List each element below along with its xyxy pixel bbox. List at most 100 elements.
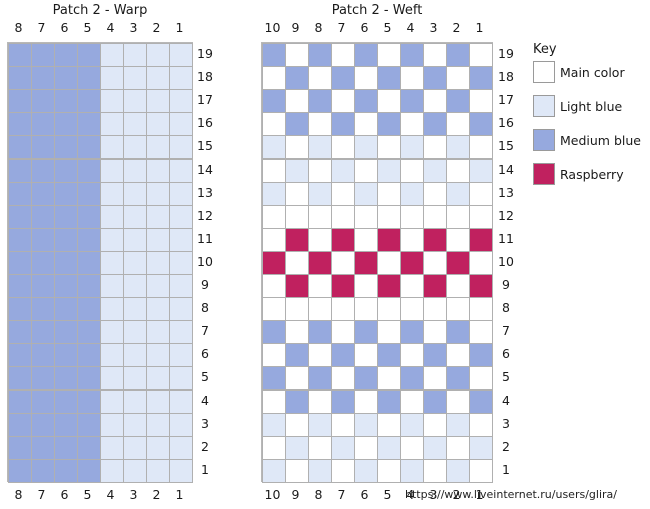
- warp-cell: [146, 458, 170, 483]
- warp-column-label-bottom: 2: [152, 487, 161, 502]
- warp-cell: [123, 274, 147, 299]
- warp-cell: [100, 458, 124, 483]
- key-swatch-raspberry: [533, 163, 555, 185]
- warp-cell: [77, 181, 101, 206]
- warp-cell: [77, 135, 101, 160]
- weft-cell: [469, 112, 493, 137]
- weft-cell: [308, 112, 332, 137]
- weft-cell: [446, 297, 470, 322]
- warp-cell: [77, 89, 101, 114]
- warp-row-label: 15: [197, 138, 213, 154]
- weft-grid: [261, 42, 493, 483]
- warp-cell: [146, 343, 170, 368]
- key-item-light-blue: Light blue: [533, 94, 622, 118]
- warp-cell: [146, 389, 170, 414]
- warp-cell: [77, 343, 101, 368]
- warp-cell: [169, 250, 193, 275]
- weft-cell: [423, 274, 447, 299]
- warp-cell: [77, 227, 101, 252]
- warp-cell: [31, 204, 55, 229]
- warp-row-label: 5: [201, 369, 209, 385]
- warp-column-label-bottom: 7: [37, 487, 46, 502]
- key-item-main-color: Main color: [533, 60, 625, 84]
- weft-cell: [308, 66, 332, 91]
- warp-cell: [31, 458, 55, 483]
- weft-cell: [423, 204, 447, 229]
- warp-cell: [77, 435, 101, 460]
- weft-cell: [308, 274, 332, 299]
- weft-row-label: 15: [498, 138, 514, 154]
- weft-cell: [423, 227, 447, 252]
- warp-cell: [8, 227, 32, 252]
- warp-cell: [8, 343, 32, 368]
- weft-cell: [446, 366, 470, 391]
- weft-cell: [377, 389, 401, 414]
- warp-cell: [8, 89, 32, 114]
- weft-cell: [354, 412, 378, 437]
- warp-row-label: 18: [197, 69, 213, 85]
- weft-cell: [377, 227, 401, 252]
- warp-cell: [169, 343, 193, 368]
- warp-cell: [169, 135, 193, 160]
- warp-cell: [100, 66, 124, 91]
- weft-cell: [262, 250, 286, 275]
- warp-cell: [100, 320, 124, 345]
- weft-row-label: 4: [502, 392, 510, 408]
- warp-cell: [169, 227, 193, 252]
- warp-cell: [31, 66, 55, 91]
- weft-cell: [377, 412, 401, 437]
- weft-cell: [469, 320, 493, 345]
- weft-column-label-bottom: 5: [383, 487, 392, 502]
- weft-cell: [400, 412, 424, 437]
- weft-cell: [423, 297, 447, 322]
- warp-cell: [8, 112, 32, 137]
- weft-cell: [400, 297, 424, 322]
- weft-cell: [446, 43, 470, 68]
- weft-cell: [446, 250, 470, 275]
- warp-cell: [31, 158, 55, 183]
- weft-cell: [377, 112, 401, 137]
- warp-cell: [8, 181, 32, 206]
- weft-cell: [331, 366, 355, 391]
- warp-cell: [54, 320, 78, 345]
- warp-row-label: 13: [197, 184, 213, 200]
- warp-cell: [8, 158, 32, 183]
- weft-cell: [308, 89, 332, 114]
- weft-cell: [446, 89, 470, 114]
- weft-cell: [377, 458, 401, 483]
- weft-cell: [331, 181, 355, 206]
- weft-cell: [308, 320, 332, 345]
- weft-cell: [331, 112, 355, 137]
- weft-row-label: 18: [498, 69, 514, 85]
- weft-cell: [423, 366, 447, 391]
- weft-cell: [446, 435, 470, 460]
- weft-cell: [308, 181, 332, 206]
- warp-cell: [54, 66, 78, 91]
- weft-cell: [354, 435, 378, 460]
- weft-cell: [423, 181, 447, 206]
- weft-cell: [446, 181, 470, 206]
- weft-cell: [262, 389, 286, 414]
- warp-cell: [146, 181, 170, 206]
- weft-column-label-top: 3: [429, 20, 438, 35]
- weft-cell: [423, 435, 447, 460]
- warp-cell: [169, 297, 193, 322]
- weft-cell: [262, 135, 286, 160]
- warp-cell: [100, 366, 124, 391]
- warp-cell: [31, 366, 55, 391]
- weft-cell: [285, 320, 309, 345]
- weft-column-label-top: 7: [337, 20, 346, 35]
- weft-cell: [469, 204, 493, 229]
- warp-cell: [123, 297, 147, 322]
- weft-row-label: 6: [502, 346, 510, 362]
- warp-column-label-top: 2: [152, 20, 161, 35]
- weft-cell: [469, 181, 493, 206]
- warp-cell: [169, 274, 193, 299]
- weft-cell: [377, 274, 401, 299]
- weft-cell: [400, 43, 424, 68]
- warp-cell: [77, 412, 101, 437]
- warp-cell: [8, 389, 32, 414]
- warp-row-label: 10: [197, 253, 213, 269]
- weft-cell: [262, 66, 286, 91]
- weft-cell: [446, 389, 470, 414]
